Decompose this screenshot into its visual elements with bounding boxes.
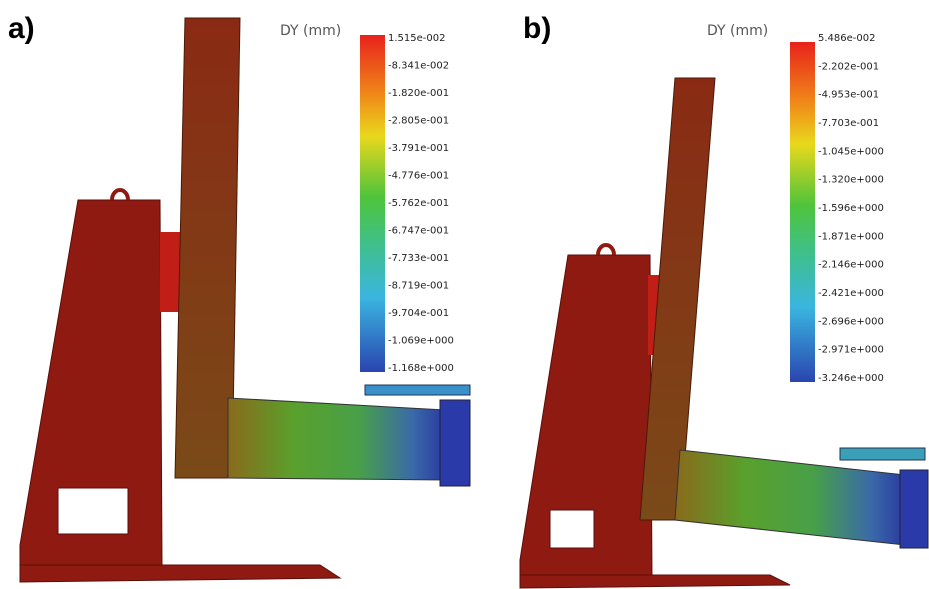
figure: a) DY (mm) 1.515e-002 -8.341e-002 -1.820e-00… <box>0 0 929 589</box>
legend-label: 5.486e-002 <box>818 33 875 44</box>
legend-label: -3.246e+000 <box>818 373 884 384</box>
colorbar-a <box>360 35 385 372</box>
colorbar-b <box>790 42 815 382</box>
legend-label: -6.747e-001 <box>388 226 449 237</box>
legend-title: DY (mm) <box>280 23 341 39</box>
legend-label: -8.719e-001 <box>388 281 449 292</box>
legend-label: -3.791e-001 <box>388 143 449 154</box>
panel-label: a) <box>8 12 35 45</box>
legend-label: -7.733e-001 <box>388 253 449 264</box>
legend-label: -1.871e+000 <box>818 231 884 242</box>
legend-label: -2.202e-001 <box>818 61 879 72</box>
panel-label: b) <box>523 12 551 45</box>
legend-label: -1.820e-001 <box>388 88 449 99</box>
legend-label: -8.341e-002 <box>388 61 449 72</box>
structure-a <box>20 18 470 582</box>
legend-label: -1.320e+000 <box>818 175 884 186</box>
legend-label: -1.596e+000 <box>818 203 884 214</box>
legend-label: -2.971e+000 <box>818 345 884 356</box>
legend-label: -9.704e-001 <box>388 308 449 319</box>
legend-label: -2.146e+000 <box>818 260 884 271</box>
legend-label: -1.045e+000 <box>818 146 884 157</box>
legend-label: -2.805e-001 <box>388 116 449 127</box>
legend-label: -5.762e-001 <box>388 198 449 209</box>
legend-label: 1.515e-002 <box>388 33 445 44</box>
legend-label: -2.696e+000 <box>818 316 884 327</box>
legend-label: -1.168e+000 <box>388 363 454 374</box>
legend-title: DY (mm) <box>707 23 768 39</box>
legend-label: -4.953e-001 <box>818 90 879 101</box>
legend-label: -2.421e+000 <box>818 288 884 299</box>
legend-label: -4.776e-001 <box>388 171 449 182</box>
legend-label: -7.703e-001 <box>818 118 879 129</box>
legend-label: -1.069e+000 <box>388 336 454 347</box>
